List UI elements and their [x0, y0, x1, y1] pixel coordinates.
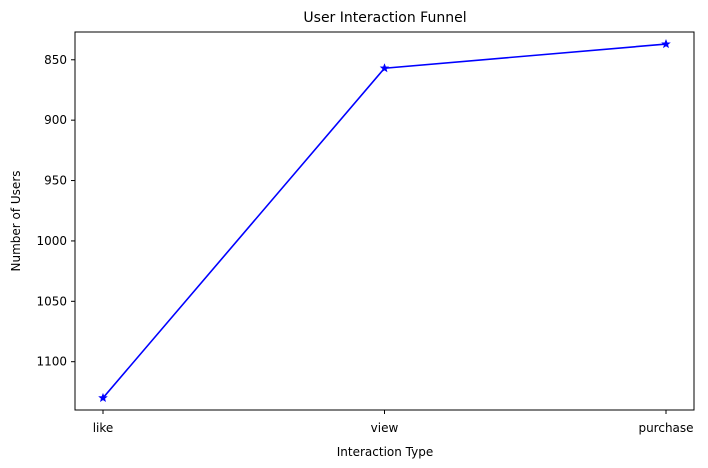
x-tick-label: like: [93, 421, 114, 435]
y-tick-label: 900: [44, 113, 67, 127]
y-tick-label: 1000: [36, 234, 67, 248]
y-tick-label: 1050: [36, 294, 67, 308]
y-tick-label: 950: [44, 174, 67, 188]
data-point-marker: [379, 63, 390, 73]
data-point-marker: [98, 392, 108, 402]
x-tick-label: view: [371, 421, 399, 435]
x-tick-label: purchase: [638, 421, 693, 435]
y-tick-label: 850: [44, 53, 67, 67]
x-axis-label: Interaction Type: [337, 445, 433, 459]
data-point-marker: [661, 39, 671, 49]
plot-area: [98, 39, 671, 402]
axis-ticks: 850 900 950 1000 1050 1100 like view purchase: [36, 53, 693, 435]
y-axis-label: Number of Users: [9, 170, 23, 271]
y-tick-label: 1100: [36, 355, 67, 369]
chart-title: User Interaction Funnel: [303, 10, 466, 26]
